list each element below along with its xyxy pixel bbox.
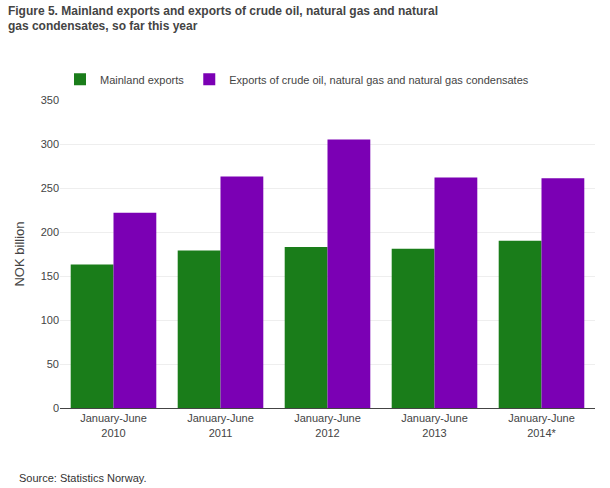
svg-text:350: 350: [41, 94, 59, 106]
svg-text:January-June2011: January-June2011: [187, 412, 254, 438]
svg-text:Exports of crude oil, natural: Exports of crude oil, natural gas and na…: [229, 74, 529, 86]
svg-text:150: 150: [41, 270, 59, 282]
svg-text:300: 300: [41, 138, 59, 150]
svg-text:Source: Statistics Norway.: Source: Statistics Norway.: [19, 472, 147, 484]
svg-text:NOK billion: NOK billion: [12, 221, 27, 286]
svg-text:100: 100: [41, 314, 59, 326]
svg-text:250: 250: [41, 182, 59, 194]
svg-text:0: 0: [53, 402, 59, 414]
svg-text:January-June2014*: January-June2014*: [508, 412, 575, 438]
svg-text:50: 50: [47, 358, 59, 370]
svg-text:Mainland exports: Mainland exports: [100, 74, 184, 86]
svg-text:200: 200: [41, 226, 59, 238]
svg-text:January-June2013: January-June2013: [401, 412, 468, 438]
svg-text:January-June2010: January-June2010: [80, 412, 147, 438]
svg-text:Figure 5. Mainland exports and: Figure 5. Mainland exports and exports o…: [8, 4, 438, 34]
svg-text:January-June2012: January-June2012: [294, 412, 361, 438]
